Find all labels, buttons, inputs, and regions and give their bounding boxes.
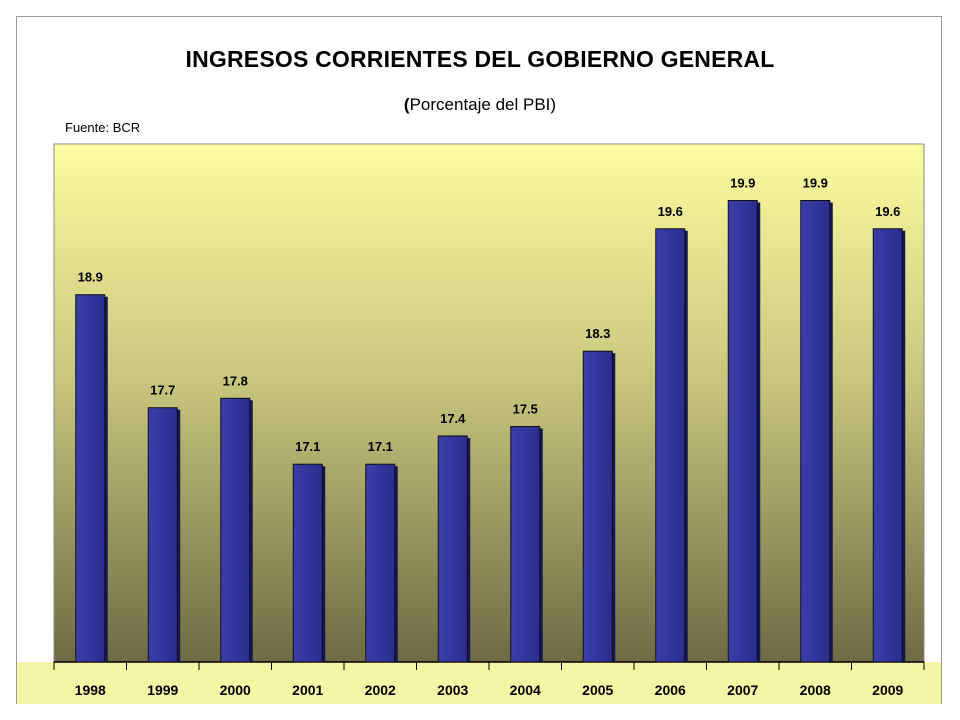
bar-2004	[510, 426, 541, 663]
x-tick-label: 2007	[727, 682, 758, 698]
bar-1998	[75, 294, 106, 663]
data-label: 17.1	[295, 439, 320, 454]
data-label: 17.8	[223, 373, 248, 388]
x-axis-band	[17, 662, 941, 704]
x-tick-label: 2008	[800, 682, 831, 698]
x-tick-label: 2000	[220, 682, 251, 698]
bar-2006	[655, 228, 686, 663]
x-tick-label: 2003	[437, 682, 468, 698]
data-label: 17.4	[440, 411, 466, 426]
data-label: 17.7	[150, 383, 175, 398]
bar-2003	[437, 435, 468, 663]
plot-area	[53, 143, 925, 663]
chart-title: INGRESOS CORRIENTES DEL GOBIERNO GENERAL	[185, 46, 775, 72]
data-label: 19.9	[730, 176, 755, 191]
x-tick-label: 2006	[655, 682, 686, 698]
bar-2005	[582, 350, 613, 663]
data-label: 18.3	[585, 326, 610, 341]
data-label: 19.6	[658, 204, 683, 219]
data-label: 18.9	[78, 270, 103, 285]
x-tick-label: 1999	[147, 682, 178, 698]
bar-2008	[800, 200, 831, 663]
bar-1999	[147, 407, 178, 663]
x-tick-label: 2002	[365, 682, 396, 698]
x-tick-label: 2004	[510, 682, 541, 698]
chart-source: Fuente: BCR	[65, 120, 141, 135]
data-label: 17.5	[513, 402, 538, 417]
x-tick-label: 2001	[292, 682, 323, 698]
data-label: 17.1	[368, 439, 393, 454]
x-tick-label: 1998	[75, 682, 106, 698]
x-tick-label: 2009	[872, 682, 903, 698]
x-tick-label: 2005	[582, 682, 613, 698]
data-label: 19.6	[875, 204, 900, 219]
bar-2007	[727, 200, 758, 663]
data-label: 19.9	[803, 176, 828, 191]
bar-2000	[220, 397, 251, 663]
bar-2001	[292, 463, 323, 663]
chart-subtitle-text: Porcentaje del PBI	[409, 95, 551, 114]
chart-subtitle: (Porcentaje del PBI)	[403, 95, 557, 114]
bar-2009	[872, 228, 903, 663]
bar-2002	[365, 463, 396, 663]
